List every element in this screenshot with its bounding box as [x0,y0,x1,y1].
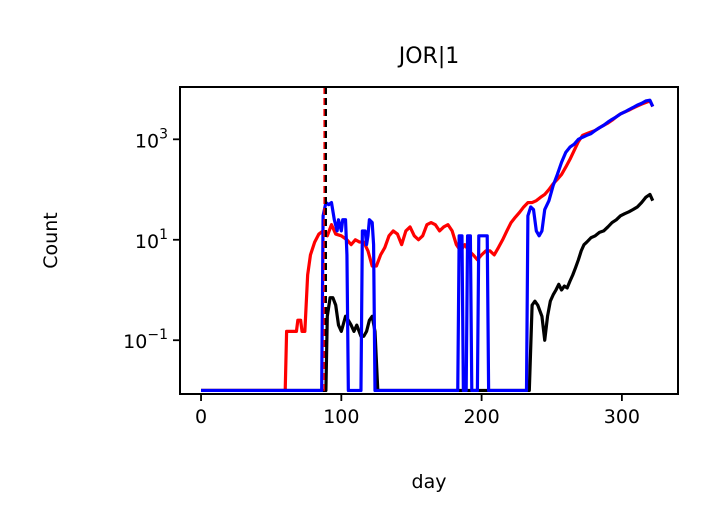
x-axis: 0 100 200 300 [195,394,640,428]
x-axis-label: day [412,471,447,493]
x-tick-label: 0 [195,406,207,428]
y-axis-label: Count [40,212,62,268]
x-tick-label: 100 [323,406,359,428]
x-tick-label: 200 [463,406,499,428]
plot-frame [179,86,679,395]
y-tick-label: 10−1 [123,327,168,353]
series-line-2 [201,98,655,393]
x-tick-label: 300 [604,406,640,428]
series-line-1 [201,192,655,393]
chart-title: JOR|1 [397,44,460,69]
y-tick-label: 103 [135,126,168,152]
y-axis: 10−1 101 103 [123,126,180,353]
y-tick-label: 101 [135,227,168,253]
plot-area [201,87,655,394]
